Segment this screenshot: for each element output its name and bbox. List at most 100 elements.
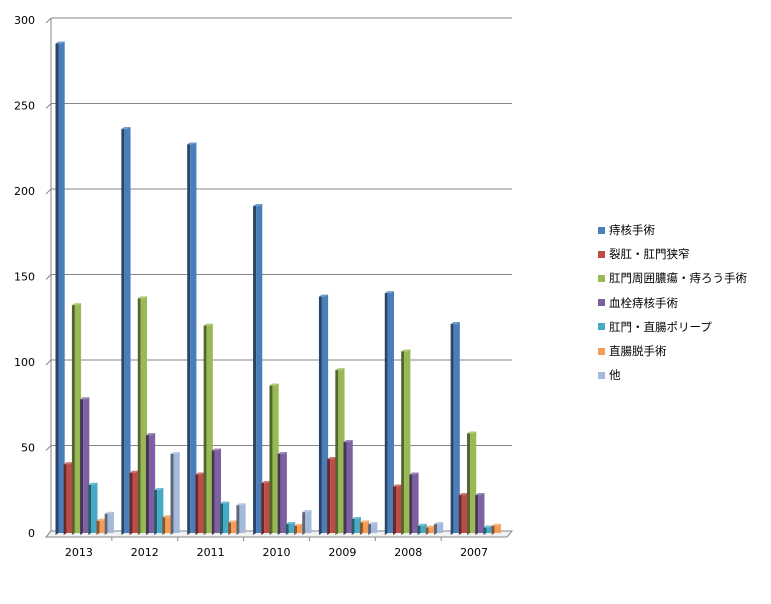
bar-face: [404, 349, 411, 533]
bar-face: [453, 322, 460, 533]
legend-item: 直腸脱手術: [598, 339, 747, 363]
bar-side: [162, 515, 166, 535]
bar-face: [330, 457, 337, 533]
bar-side: [96, 518, 100, 535]
bar-top: [236, 503, 246, 506]
bar-side: [467, 431, 471, 535]
bar-side: [475, 493, 479, 535]
bar: [203, 323, 213, 535]
bar-top: [351, 517, 361, 520]
bar-face: [395, 484, 403, 533]
y-tick-labels: 0 50 100 150 200 250 300: [14, 14, 35, 540]
bar-face: [66, 462, 73, 533]
bar-face: [354, 517, 361, 533]
bar: [318, 294, 329, 535]
bar-top: [285, 522, 296, 525]
bar-side: [129, 470, 133, 535]
bar-side: [359, 520, 363, 535]
gridline-depth: [45, 359, 52, 366]
bar: [269, 383, 279, 535]
bar-side: [285, 522, 289, 535]
bar-face: [288, 522, 296, 533]
bar-side: [187, 142, 191, 536]
x-tick-label: 2008: [394, 546, 422, 559]
bar-top: [417, 523, 427, 526]
bar: [236, 503, 246, 535]
bar: [343, 440, 353, 535]
bar-side: [137, 296, 141, 535]
bar-top: [104, 511, 114, 514]
bar: [80, 397, 90, 535]
bar: [467, 431, 477, 535]
bar: [104, 511, 114, 535]
bar-top: [277, 452, 287, 455]
bar-face: [83, 397, 90, 533]
bar-side: [269, 383, 273, 535]
legend-item: 他: [598, 363, 747, 387]
bar: [335, 368, 345, 535]
bar-side: [228, 520, 232, 535]
bars: [55, 41, 501, 536]
bar-top: [384, 291, 394, 294]
bar-face: [436, 522, 444, 533]
bar: [63, 462, 73, 535]
bar-top: [269, 383, 279, 386]
legend-item: 裂肛・肛門狭窄: [598, 242, 747, 266]
bar-face: [272, 383, 279, 533]
y-tick-label: 100: [14, 356, 35, 369]
legend-label: 直腸脱手術: [609, 344, 667, 359]
gridline-depth: [45, 274, 52, 280]
bar-top: [187, 142, 197, 145]
bar: [392, 484, 403, 535]
bar: [302, 510, 312, 535]
y-tick-label: 300: [14, 14, 35, 27]
x-tick-labels: 2013 2012 2011 2010 2009 2008 2007: [65, 546, 488, 559]
bar-top: [154, 487, 164, 490]
bar: [384, 291, 394, 535]
bar-face: [132, 470, 139, 533]
bar-top: [491, 523, 501, 526]
bar-top: [145, 433, 156, 436]
y-tick-label: 200: [14, 185, 35, 198]
legend-item: 血栓痔核手術: [598, 291, 747, 315]
legend-label: 血栓痔核手術: [609, 295, 678, 310]
bar: [359, 520, 370, 535]
bar-face: [165, 515, 172, 533]
bar: [220, 501, 230, 535]
legend: 痔核手術 裂肛・肛門狭窄 肛門周囲膿瘍・痔ろう手術 血栓痔核手術 肛門・直腸ポリープ 直腸…: [598, 218, 747, 387]
bar-side: [211, 448, 215, 535]
bar-top: [483, 525, 493, 528]
y-tick-label: 250: [14, 100, 35, 113]
bar-face: [321, 294, 329, 533]
legend-label: 痔核手術: [609, 223, 655, 238]
bar-side: [253, 204, 257, 535]
bar-face: [420, 523, 427, 533]
bar: [228, 520, 238, 535]
bar-face: [461, 493, 469, 533]
bar-side: [220, 501, 224, 535]
bar: [351, 517, 361, 535]
bar-top: [55, 41, 65, 44]
bar: [483, 525, 493, 535]
bar-side: [327, 457, 331, 535]
bar: [450, 322, 460, 535]
bar-top: [368, 522, 378, 525]
bar-face: [470, 431, 477, 533]
gridline-depth: [45, 17, 52, 24]
bar-top: [203, 323, 213, 326]
bar: [162, 515, 172, 535]
bar-top: [162, 515, 172, 518]
bar-side: [154, 487, 158, 535]
y-tick-label: 150: [14, 271, 35, 284]
bar-face: [173, 452, 180, 533]
bar: [458, 493, 469, 535]
bar-side: [450, 322, 454, 535]
bar-side: [335, 368, 339, 535]
bar-face: [371, 522, 378, 533]
bar-top: [137, 296, 147, 299]
bar-side: [236, 503, 240, 535]
bar-top: [121, 127, 131, 130]
bar: [425, 525, 435, 535]
bar: [417, 523, 427, 535]
